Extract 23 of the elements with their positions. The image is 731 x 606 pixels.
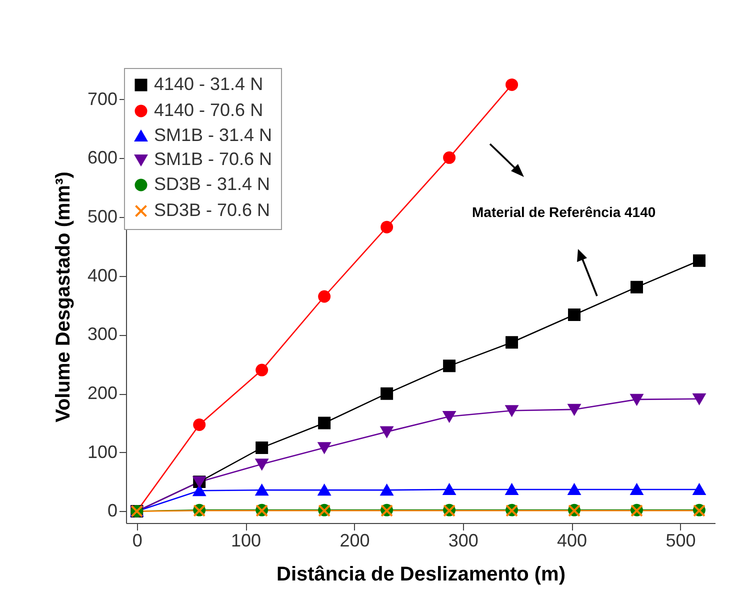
legend-label: SD3B - 70.6 N <box>154 200 270 220</box>
y-tick-label: 400 <box>87 265 118 286</box>
x-tick-label: 0 <box>132 530 142 550</box>
legend-label: SM1B - 70.6 N <box>154 149 272 169</box>
y-tick-label: 100 <box>87 442 118 462</box>
legend-label: SD3B - 31.4 N <box>154 174 270 194</box>
y-tick-label: 300 <box>87 324 118 344</box>
x-axis-title: Distância de Deslizamento (m) <box>276 564 566 586</box>
y-axis-title: Volume Desgastado (mm³) <box>52 172 74 422</box>
legend-label: 4140 - 70.6 N <box>154 100 264 120</box>
x-tick-label: 200 <box>340 530 370 550</box>
x-tick-label: 400 <box>557 530 588 550</box>
legend-label: 4140 - 31.4 N <box>154 74 264 94</box>
legend-label: SM1B - 31.4 N <box>154 125 272 145</box>
x-tick-label: 100 <box>231 530 262 550</box>
y-tick-label: 200 <box>87 383 118 404</box>
y-tick-label: 500 <box>87 206 118 227</box>
y-tick-label: 700 <box>87 88 118 109</box>
x-tick-label: 300 <box>448 530 478 550</box>
y-tick-label: 0 <box>107 500 118 521</box>
annotation: Material de Referência 4140 <box>472 204 656 220</box>
y-tick-label: 600 <box>87 148 118 168</box>
x-tick-label: 500 <box>666 530 696 550</box>
